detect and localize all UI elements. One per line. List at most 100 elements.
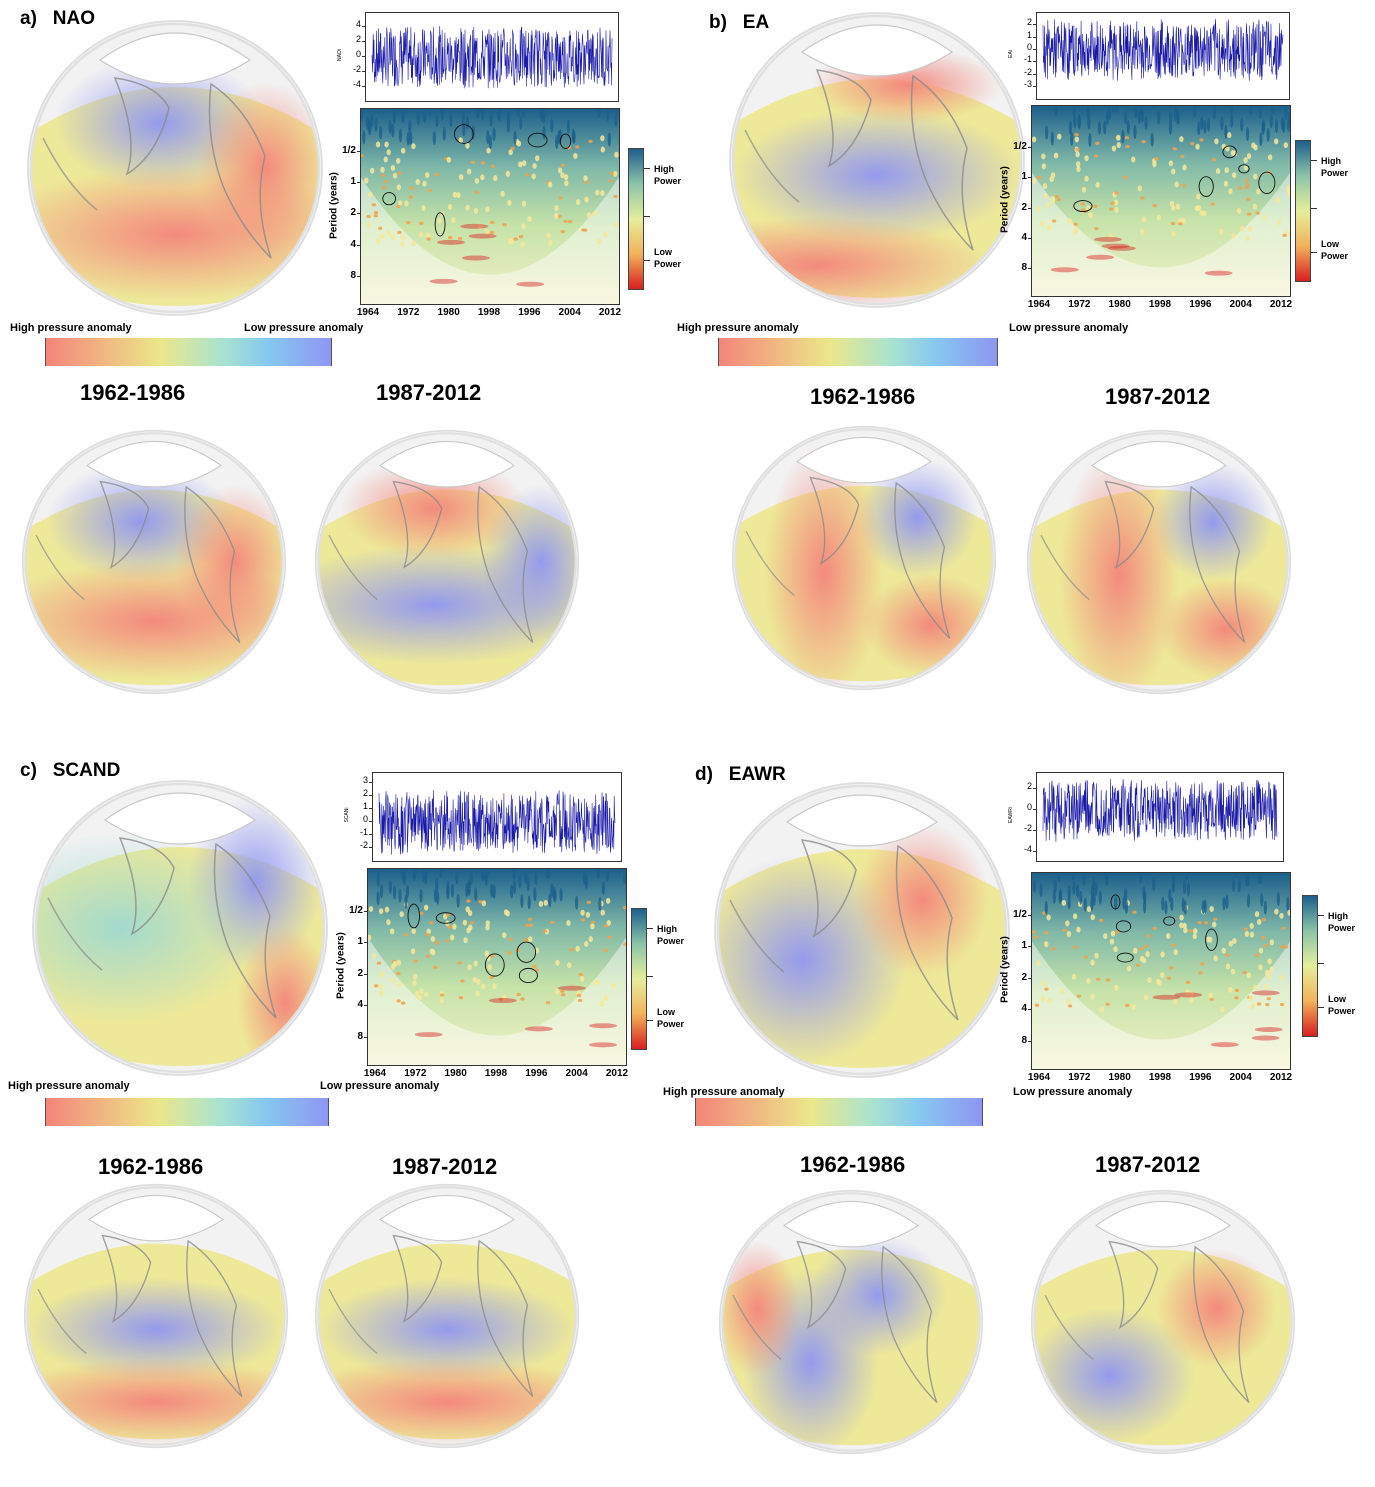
wavelet-power-spectrum [359,102,620,305]
period-label-late: 1987-2012 [1105,384,1211,409]
ts-ytick-mark [1033,788,1036,790]
panel-ea: b) EA 2 1 0 -1 -2 -3 EAi 1/2 1 2 4 8 Period (years) 19… [677,0,1374,727]
colorbar-tick [644,260,650,261]
wavelet-xtick-label: 1980 [437,307,460,318]
ts-ytick-label: 2 [362,788,368,799]
ts-ytick-mark [1033,73,1036,75]
wavelet-xtick-label: 1964 [363,1068,387,1079]
ts-ytick-label: -4 [352,79,361,90]
wavelet-ytick-mark [1028,1040,1031,1042]
ts-ytick-label: 0 [355,49,361,59]
wavelet-xtick-label: 2004 [558,307,581,318]
wavelet-ytick-label: 1 [357,936,363,948]
wavelet-xtick-label: 1980 [1108,299,1131,310]
wavelet-ytick-label: 8 [1021,262,1027,274]
ts-ytick-label: 1 [362,801,368,812]
ts-ytick-label: 1 [1026,29,1032,40]
ts-ytick-mark [1033,850,1036,852]
ts-ytick-mark [362,86,365,88]
index-series-line [1042,18,1284,81]
index-series-line [1042,778,1278,842]
globe-map-late-period [1029,1188,1297,1456]
wavelet-ytick-mark [357,213,360,215]
wavelet-ytick-mark [1028,268,1031,270]
wavelet-ytick-mark [357,150,360,152]
wavelet-ylabel: Period (years) [335,932,347,999]
ts-ytick-mark [1033,48,1036,50]
ts-ytick-mark [1033,24,1036,26]
power-low-label: Low Power [1328,994,1356,1016]
anomaly-low-label: Low pressure anomaly [1013,1086,1133,1098]
wavelet-xtick-label: 1964 [356,307,380,318]
power-colorbar [1302,895,1318,1037]
index-timeseries-plot [1036,772,1284,862]
globe-map-early-period [717,1188,985,1456]
pressure-anomaly-colorbar [45,338,332,366]
ts-ylabel: EAWRi [1008,807,1014,823]
wavelet-ytick-label: 2 [1021,971,1027,983]
globe-map-full-period [712,780,1012,1080]
wavelet-ytick-mark [364,911,367,913]
ts-ytick-label: -1 [1023,54,1032,65]
wavelet-power-spectrum [1031,866,1292,1070]
power-high-label: High Power [1328,911,1356,933]
ts-ytick-label: 0 [362,814,368,825]
wavelet-ytick-mark [364,973,367,975]
ts-ytick-label: -1 [359,827,368,838]
globe-map-early-period [20,428,288,696]
wavelet-ytick-label: 2 [1021,201,1027,213]
wavelet-ytick-mark [1028,977,1031,979]
power-colorbar [631,908,647,1050]
wavelet-xtick-label: 1964 [1027,1072,1051,1083]
period-label-late: 1987-2012 [392,1154,498,1179]
colorbar-tick [1318,963,1324,964]
wavelet-ytick-label: 1 [350,176,356,188]
wavelet-xtick-label: 1998 [1148,299,1172,310]
wavelet-xtick-label: 2004 [1229,1072,1252,1083]
ts-ytick-mark [1033,85,1036,87]
wavelet-ytick-mark [357,182,360,184]
wavelet-ylabel: Period (years) [999,936,1011,1003]
panel-label: a) NAO [20,8,95,30]
wavelet-ytick-mark [1028,177,1031,179]
wavelet-ytick-label: 1/2 [1013,140,1027,152]
wavelet-xtick-label: 1996 [518,307,541,318]
panel-label: c) SCAND [20,760,120,782]
ts-ytick-label: 3 [362,774,368,785]
panel-letter: d) [695,764,713,785]
globe-map-late-period [313,1182,581,1450]
ts-ytick-mark [369,781,372,783]
wavelet-ytick-label: 4 [357,999,363,1011]
wavelet-ytick-mark [364,942,367,944]
panel-eawr: d) EAWR 2 0 -2 -4 EAWRi 1/2 1 2 4 8 Period (years) 1… [663,760,1374,1487]
panel-title: EAWR [728,764,786,785]
ts-ytick-mark [369,847,372,849]
colorbar-tick [1311,252,1317,253]
wavelet-xtick-label: 1996 [1189,299,1212,310]
wavelet-xtick-label: 1980 [1108,1072,1131,1083]
wavelet-xtick-label: 1996 [1189,1072,1212,1083]
panel-title: NAO [52,8,95,29]
wavelet-xtick-label: 1980 [444,1068,467,1079]
wavelet-ytick-mark [364,1036,367,1038]
ts-ytick-mark [369,834,372,836]
colorbar-tick [647,976,653,977]
index-timeseries-plot [372,772,622,862]
globe-map-late-period [313,428,581,696]
wavelet-ytick-label: 2 [357,967,363,979]
wavelet-ytick-label: 8 [350,269,356,281]
period-label-early: 1962-1986 [800,1152,906,1177]
ts-ytick-mark [362,56,365,57]
power-high-label: High Power [657,924,685,946]
wavelet-power-spectrum [1031,99,1292,297]
power-colorbar [1295,140,1311,282]
index-timeseries-plot [365,12,619,102]
ts-ytick-mark [1033,830,1036,832]
panel-nao: a) NAO 4 2 0 -2 -4 NAOi 1/2 1 2 4 8 Period (years) 19… [0,0,687,727]
index-series-line [378,790,616,855]
wavelet-xtick-label: 1998 [477,307,501,318]
ts-ytick-label: 2 [1026,781,1032,792]
panel-title: EA [742,12,770,33]
power-high-label: High Power [654,164,682,186]
panel-scand: c) SCAND 3 2 1 0 -1 -2 SCANi 1/2 1 2 4 8 Period (year… [0,760,687,1487]
